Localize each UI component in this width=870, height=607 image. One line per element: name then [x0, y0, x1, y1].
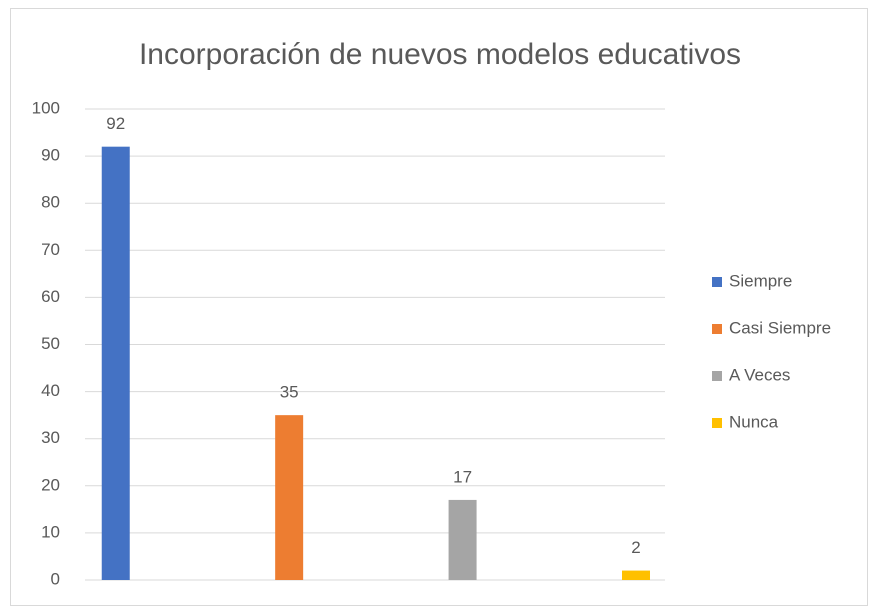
- legend-label: A Veces: [729, 365, 790, 384]
- data-label: 92: [106, 114, 125, 133]
- bar: [101, 146, 130, 580]
- bar: [448, 499, 477, 580]
- y-tick-label: 90: [41, 146, 60, 165]
- chart-title: Incorporación de nuevos modelos educativ…: [139, 38, 741, 71]
- y-tick-label: 80: [41, 193, 60, 212]
- data-label: 2: [631, 538, 640, 557]
- legend-swatch: [712, 371, 722, 381]
- legend-label: Casi Siempre: [729, 318, 831, 337]
- legend-swatch: [712, 277, 722, 287]
- legend-label: Siempre: [729, 271, 792, 290]
- y-tick-label: 0: [51, 569, 60, 588]
- y-tick-label: 50: [41, 334, 60, 353]
- y-tick-label: 70: [41, 240, 60, 259]
- y-tick-label: 30: [41, 428, 60, 447]
- bar: [275, 415, 304, 580]
- chart-border: [10, 8, 868, 606]
- y-tick-label: 40: [41, 381, 60, 400]
- data-label: 35: [280, 383, 299, 402]
- y-tick-label: 60: [41, 287, 60, 306]
- bar: [622, 570, 650, 580]
- data-label: 17: [453, 467, 472, 486]
- y-tick-label: 20: [41, 475, 60, 494]
- y-tick-label: 100: [32, 98, 60, 117]
- legend-label: Nunca: [729, 412, 779, 431]
- legend-swatch: [712, 418, 722, 428]
- y-tick-label: 10: [41, 522, 60, 541]
- legend-swatch: [712, 324, 722, 334]
